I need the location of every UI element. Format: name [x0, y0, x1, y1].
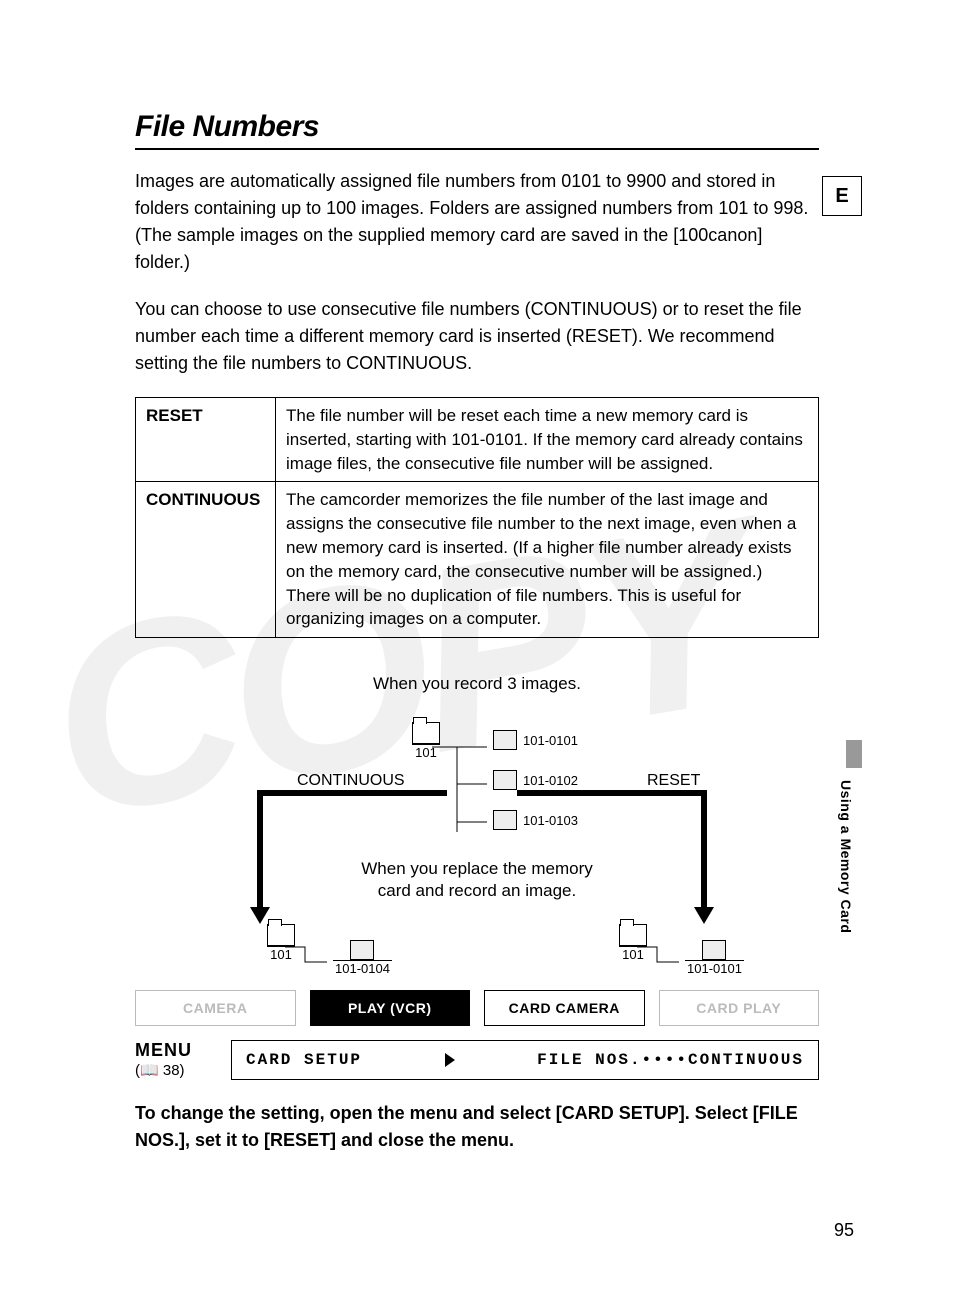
menu-left-item: CARD SETUP [246, 1051, 362, 1069]
file-label-3: 101-0103 [523, 813, 578, 828]
mode-buttons-row: CAMERA PLAY (VCR) CARD CAMERA CARD PLAY [135, 990, 819, 1026]
chevron-right-icon [445, 1053, 455, 1067]
file-number-mode-table: RESET The file number will be reset each… [135, 397, 819, 638]
file-number-diagram: 101 101-0101 101-0102 101-0103 CONTINUOU… [197, 702, 757, 972]
page-title: File Numbers [135, 110, 819, 144]
folder-number-left: 101 [267, 946, 295, 962]
title-underline [135, 148, 819, 150]
folder-icon [619, 924, 647, 946]
menu-reference-block: MENU (📖 38) [135, 1040, 221, 1080]
file-label-2: 101-0102 [523, 773, 578, 788]
file-icon [350, 940, 374, 960]
page-number: 95 [834, 1220, 854, 1241]
left-result-file: 101-0104 [333, 960, 392, 976]
reset-description: The file number will be reset each time … [276, 398, 819, 482]
diagram-caption-mid: When you replace the memory card and rec… [197, 858, 757, 902]
mid-line-1: When you replace the memory [361, 859, 593, 878]
mode-camera: CAMERA [135, 990, 296, 1026]
intro-paragraph-2: You can choose to use consecutive file n… [135, 296, 819, 377]
intro-paragraph-1: Images are automatically assigned file n… [135, 168, 819, 276]
table-row-reset: RESET The file number will be reset each… [136, 398, 819, 482]
file-icon [493, 810, 517, 830]
folder-icon [267, 924, 295, 946]
book-icon: 📖 [140, 1062, 159, 1079]
menu-page-ref: (📖 38) [135, 1062, 221, 1080]
folder-number: 101 [412, 744, 440, 760]
file-icon [493, 770, 517, 790]
folder-number-right: 101 [619, 946, 647, 962]
continuous-label: CONTINUOUS [136, 482, 276, 638]
menu-word: MENU [135, 1040, 221, 1062]
file-icon [702, 940, 726, 960]
file-label-1: 101-0101 [523, 733, 578, 748]
table-row-continuous: CONTINUOUS The camcorder memorizes the f… [136, 482, 819, 638]
continuous-description: The camcorder memorizes the file number … [276, 482, 819, 638]
reset-label: RESET [136, 398, 276, 482]
menu-navigation-row: MENU (📖 38) CARD SETUP FILE NOS.••••CONT… [135, 1040, 819, 1080]
menu-right-item: FILE NOS.••••CONTINUOUS [537, 1051, 804, 1069]
right-result-file: 101-0101 [685, 960, 744, 976]
mode-play-vcr: PLAY (VCR) [310, 990, 471, 1026]
menu-path-box: CARD SETUP FILE NOS.••••CONTINUOUS [231, 1040, 819, 1080]
instruction-text: To change the setting, open the menu and… [135, 1100, 819, 1154]
menu-ref-num: 38 [163, 1062, 180, 1079]
mode-card-play: CARD PLAY [659, 990, 820, 1026]
mode-card-camera: CARD CAMERA [484, 990, 645, 1026]
diagram-caption-top: When you record 3 images. [135, 674, 819, 694]
continuous-path-label: CONTINUOUS [297, 772, 405, 790]
folder-icon [412, 722, 440, 744]
file-icon [493, 730, 517, 750]
reset-path-label: RESET [647, 772, 700, 790]
mid-line-2: card and record an image. [378, 881, 576, 900]
